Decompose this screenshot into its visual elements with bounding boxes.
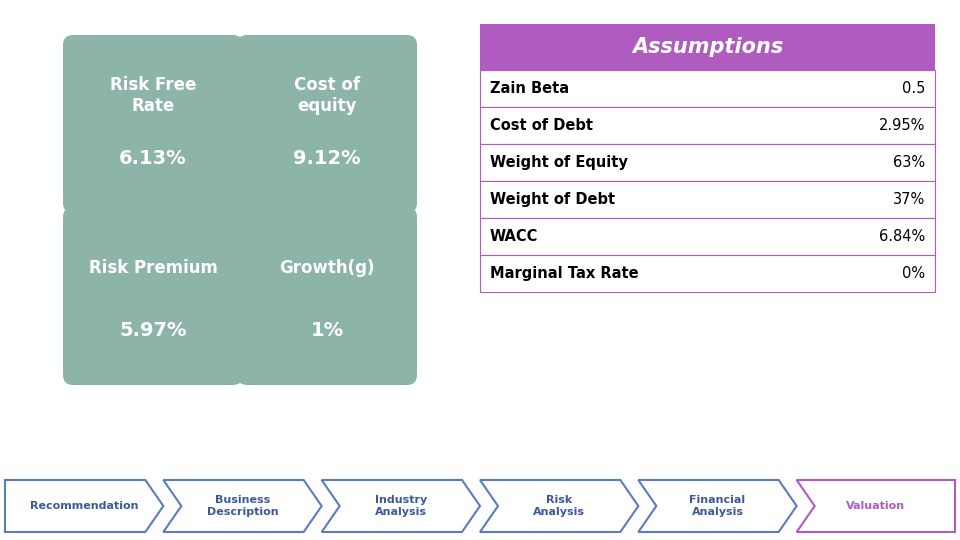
Text: 0%: 0%	[901, 266, 925, 281]
Text: WACC: WACC	[490, 229, 539, 244]
Text: Business
Description: Business Description	[206, 495, 278, 517]
Text: 5.97%: 5.97%	[119, 321, 187, 340]
Text: Cost of Debt: Cost of Debt	[490, 118, 593, 133]
Polygon shape	[163, 480, 322, 532]
Text: Risk Premium: Risk Premium	[88, 259, 217, 276]
Polygon shape	[5, 480, 163, 532]
Text: Recommendation: Recommendation	[30, 501, 138, 511]
FancyBboxPatch shape	[480, 218, 935, 255]
Text: 37%: 37%	[893, 192, 925, 207]
Text: Risk Free
Rate: Risk Free Rate	[109, 76, 196, 115]
Text: Assumptions: Assumptions	[632, 37, 783, 57]
Polygon shape	[797, 480, 955, 532]
FancyBboxPatch shape	[480, 255, 935, 292]
FancyBboxPatch shape	[480, 24, 935, 70]
Text: Marginal Tax Rate: Marginal Tax Rate	[490, 266, 638, 281]
FancyBboxPatch shape	[63, 207, 243, 385]
Text: 2.95%: 2.95%	[878, 118, 925, 133]
Polygon shape	[638, 480, 797, 532]
Text: Financial
Analysis: Financial Analysis	[689, 495, 746, 517]
Text: Weight of Debt: Weight of Debt	[490, 192, 615, 207]
Text: Valuation: Valuation	[847, 501, 905, 511]
Polygon shape	[85, 55, 395, 365]
Text: 6.13%: 6.13%	[119, 149, 187, 168]
FancyBboxPatch shape	[480, 144, 935, 181]
Polygon shape	[322, 480, 480, 532]
FancyBboxPatch shape	[237, 207, 417, 385]
Text: Industry
Analysis: Industry Analysis	[374, 495, 427, 517]
FancyBboxPatch shape	[480, 70, 935, 107]
Text: 1%: 1%	[310, 321, 344, 340]
Text: Cost of
equity: Cost of equity	[294, 76, 360, 115]
Text: Risk
Analysis: Risk Analysis	[533, 495, 586, 517]
FancyBboxPatch shape	[480, 181, 935, 218]
Text: Growth(g): Growth(g)	[279, 259, 374, 276]
FancyBboxPatch shape	[237, 35, 417, 213]
Text: Zain Beta: Zain Beta	[490, 81, 569, 96]
Text: Weight of Equity: Weight of Equity	[490, 155, 628, 170]
Text: 63%: 63%	[893, 155, 925, 170]
FancyBboxPatch shape	[480, 107, 935, 144]
Polygon shape	[480, 480, 638, 532]
Text: 0.5: 0.5	[901, 81, 925, 96]
FancyBboxPatch shape	[63, 35, 243, 213]
Text: 9.12%: 9.12%	[293, 149, 361, 168]
Text: 6.84%: 6.84%	[878, 229, 925, 244]
